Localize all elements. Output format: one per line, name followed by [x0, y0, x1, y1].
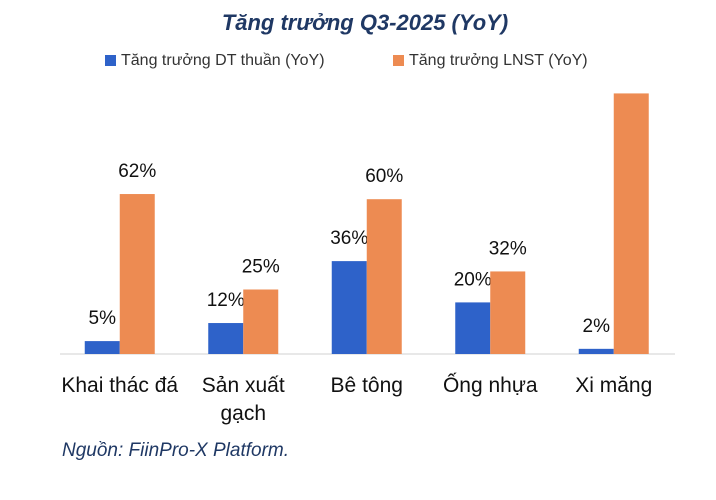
data-label: 62% [118, 161, 156, 182]
data-label: 32% [489, 238, 527, 259]
bar [243, 289, 279, 354]
legend-label: Tăng trưởng LNST (YoY) [409, 52, 588, 69]
legend-swatch [105, 55, 116, 66]
x-tick-label: Khai thác đá [61, 374, 179, 397]
data-label: 25% [242, 257, 280, 278]
bar [455, 302, 491, 354]
x-tick-label: Bê tông [330, 374, 403, 397]
bar [119, 194, 155, 354]
bar [366, 199, 402, 354]
bar [84, 341, 120, 354]
x-tick-label: Sản xuất gạch [201, 374, 285, 425]
data-label: 36% [330, 228, 368, 249]
data-label: 5% [89, 308, 117, 329]
chart-title: Tăng trưởng Q3-2025 (YoY) [222, 10, 508, 35]
legend-swatch [393, 55, 404, 66]
x-tick-label: Xi măng [575, 374, 653, 397]
bar [208, 323, 244, 354]
data-label: 20% [454, 269, 492, 290]
bar [613, 93, 649, 355]
legend-label: Tăng trưởng DT thuần (YoY) [121, 52, 325, 69]
data-label: 12% [207, 290, 245, 311]
data-label: 2% [583, 316, 611, 337]
x-tick-label: Ống nhựa [442, 374, 538, 397]
bar [331, 261, 367, 354]
bar [490, 271, 526, 354]
source-note: Nguồn: FiinPro-X Platform. [62, 440, 290, 461]
bar [578, 348, 614, 354]
data-label: 60% [365, 166, 403, 187]
